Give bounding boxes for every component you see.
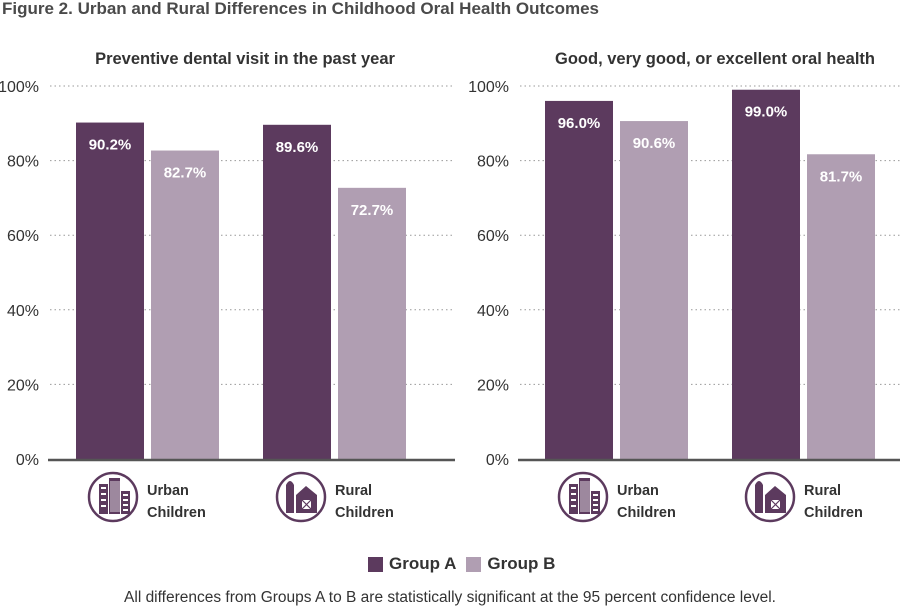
icon-silo: [755, 485, 763, 513]
icon-window: [101, 487, 106, 489]
category-label: Children: [617, 505, 676, 521]
chart-panel: Preventive dental visit in the past year…: [0, 50, 455, 523]
bar-value-label: 72.7%: [351, 202, 394, 219]
legend-swatch-group-a: [368, 556, 383, 572]
y-tick-label: 40%: [7, 303, 39, 320]
bar-group-b: [338, 187, 406, 460]
icon-silo-dome: [755, 481, 763, 485]
bar-group-a: [732, 89, 800, 459]
icon-building: [109, 478, 120, 514]
icon-building: [121, 491, 130, 514]
bar-value-label: 90.6%: [633, 135, 676, 152]
bar-value-label: 81.7%: [820, 168, 863, 185]
icon-silo: [286, 485, 294, 513]
y-tick-label: 40%: [477, 303, 509, 320]
chart-panel: Good, very good, or excellent oral healt…: [468, 50, 900, 523]
farm-barn-icon: [744, 471, 796, 523]
bar-value-label: 96.0%: [558, 115, 601, 132]
bar-value-label: 89.6%: [276, 139, 319, 156]
icon-building: [591, 491, 600, 514]
farm-barn-icon: [275, 471, 327, 523]
icon-window: [593, 509, 598, 511]
legend-label-group-a: Group A: [389, 554, 457, 573]
category-label: Children: [804, 505, 863, 521]
category-label: Children: [335, 505, 394, 521]
legend-item-group-b: Group B: [466, 554, 555, 574]
city-buildings-icon: [557, 471, 609, 523]
legend-item-group-a: Group A: [368, 554, 456, 574]
category-label: Rural: [335, 483, 372, 499]
category-label: Rural: [804, 483, 841, 499]
icon-window: [101, 499, 106, 501]
icon-silo-dome: [286, 481, 294, 485]
icon-barn: [296, 486, 317, 513]
y-tick-label: 0%: [486, 452, 509, 469]
city-buildings-icon: [87, 471, 139, 523]
icon-window: [593, 504, 598, 506]
figure-title: Figure 2. Urban and Rural Differences in…: [2, 0, 599, 18]
bar-group-a: [76, 122, 144, 459]
y-tick-label: 60%: [477, 228, 509, 245]
icon-window: [123, 509, 128, 511]
icon-window: [593, 494, 598, 496]
icon-barn-door-cross: [770, 499, 781, 510]
panel-title: Good, very good, or excellent oral healt…: [555, 50, 875, 68]
y-tick-label: 60%: [7, 228, 39, 245]
y-tick-label: 20%: [7, 377, 39, 394]
y-tick-label: 100%: [0, 79, 39, 96]
legend-swatch-group-b: [466, 556, 482, 572]
y-tick-label: 80%: [7, 154, 39, 171]
footnote: All differences from Groups A to B are s…: [124, 589, 776, 606]
bar-group-a: [263, 124, 331, 460]
bar-group-b: [620, 121, 688, 459]
category-label: Children: [147, 505, 206, 521]
icon-barn: [765, 486, 786, 513]
category-label: Urban: [147, 483, 189, 499]
legend: Group A Group B: [368, 554, 555, 574]
y-tick-label: 100%: [468, 79, 509, 96]
icon-window: [571, 487, 576, 489]
bar-group-b: [807, 154, 875, 459]
bar-value-label: 90.2%: [89, 137, 132, 154]
y-tick-label: 80%: [477, 154, 509, 171]
icon-window: [101, 505, 106, 507]
icon-window: [101, 493, 106, 495]
category-label: Urban: [617, 483, 659, 499]
y-tick-label: 20%: [477, 377, 509, 394]
bar-value-label: 99.0%: [745, 104, 788, 121]
panel-title: Preventive dental visit in the past year: [95, 50, 395, 68]
icon-building: [579, 478, 590, 514]
icon-window: [571, 505, 576, 507]
icon-window: [571, 493, 576, 495]
icon-barn-door-cross: [301, 499, 312, 510]
icon-window: [571, 499, 576, 501]
bar-group-a: [545, 100, 613, 460]
icon-window: [123, 504, 128, 506]
bar-value-label: 82.7%: [164, 165, 207, 182]
y-tick-label: 0%: [16, 452, 39, 469]
legend-label-group-b: Group B: [487, 554, 556, 573]
icon-window: [593, 499, 598, 501]
bar-group-b: [151, 150, 219, 460]
icon-window: [123, 499, 128, 501]
icon-window: [123, 494, 128, 496]
